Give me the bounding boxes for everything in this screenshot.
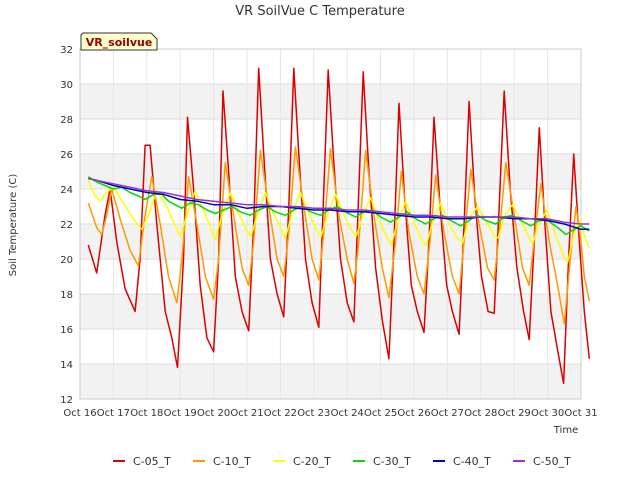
x-tick-label: Oct 31 <box>564 408 597 419</box>
background-band <box>80 294 581 329</box>
y-tick-label: 32 <box>60 45 73 56</box>
y-tick-label: 12 <box>60 395 73 406</box>
y-axis-label: Soil Temperature (C) <box>8 174 19 277</box>
legend-item: C-20_T <box>273 455 331 468</box>
series-line-c-50-t <box>88 177 590 225</box>
x-tick-label: Oct 29 <box>498 408 531 419</box>
legend-label: C-30_T <box>373 455 411 468</box>
y-tick-label: 26 <box>60 150 73 161</box>
series-line-c-10-t <box>87 146 591 325</box>
y-tick-label: 20 <box>60 255 73 266</box>
x-tick-label: Oct 26 <box>397 408 430 419</box>
x-tick-label: Oct 23 <box>297 408 330 419</box>
x-tick-label: Oct 19 <box>164 408 197 419</box>
x-tick-label: Oct 20 <box>197 408 230 419</box>
legend-item: C-40_T <box>433 455 491 468</box>
x-tick-label: Oct 17 <box>97 408 130 419</box>
legend-label: C-50_T <box>533 455 571 468</box>
background-band <box>80 364 581 399</box>
x-tick-label: Oct 16 <box>63 408 96 419</box>
series-line-c-20-t <box>87 180 590 264</box>
site-badge: VR_soilvue <box>80 32 158 51</box>
x-tick-label: Oct 30 <box>531 408 564 419</box>
x-axis-label: Time <box>553 425 578 436</box>
x-tick-label: Oct 22 <box>264 408 297 419</box>
y-tick-label: 30 <box>60 80 73 91</box>
site-badge-label: VR_soilvue <box>86 36 153 49</box>
x-tick-label: Oct 25 <box>364 408 397 419</box>
background-band <box>80 224 581 259</box>
x-axis-ticks: Oct 16 Oct 17 Oct 18 Oct 19 Oct 20 Oct 21 Oct … <box>63 408 597 419</box>
y-tick-label: 14 <box>60 360 73 371</box>
series-line-c-40-t <box>88 177 590 231</box>
series-lines <box>87 67 591 385</box>
legend: C-05_T C-10_T C-20_T C-30_T C-40_T C-50_T <box>113 455 571 468</box>
legend-label: C-20_T <box>293 455 331 468</box>
legend-item: C-10_T <box>193 455 251 468</box>
background-band <box>80 154 581 189</box>
legend-label: C-40_T <box>453 455 491 468</box>
x-tick-label: Oct 28 <box>464 408 497 419</box>
legend-item: C-05_T <box>113 455 171 468</box>
y-tick-label: 24 <box>60 185 73 196</box>
x-tick-label: Oct 24 <box>331 408 364 419</box>
y-axis-ticks: 12 14 16 18 20 22 24 26 28 30 32 <box>60 45 73 406</box>
legend-item: C-30_T <box>353 455 411 468</box>
x-tick-label: Oct 18 <box>130 408 163 419</box>
y-tick-label: 22 <box>60 220 73 231</box>
y-tick-label: 28 <box>60 115 73 126</box>
chart-title: VR SoilVue C Temperature <box>235 4 404 19</box>
x-tick-label: Oct 21 <box>230 408 263 419</box>
legend-label: C-10_T <box>213 455 251 468</box>
legend-label: C-05_T <box>133 455 171 468</box>
y-tick-label: 18 <box>60 290 73 301</box>
y-tick-label: 16 <box>60 325 73 336</box>
x-tick-label: Oct 27 <box>431 408 464 419</box>
legend-item: C-50_T <box>513 455 571 468</box>
